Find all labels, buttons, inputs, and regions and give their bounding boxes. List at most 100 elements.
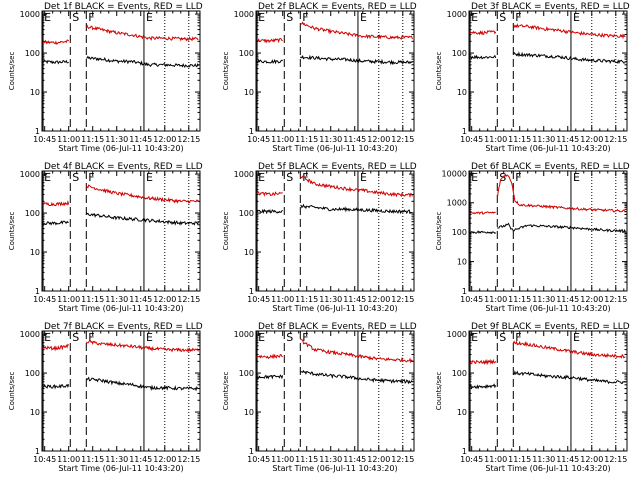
y-tick-label: 10 <box>457 258 467 267</box>
marker-label: S <box>72 11 79 24</box>
series-line-lld <box>469 358 497 366</box>
panel-title: Det 8f BLACK = Events, RED = LLD <box>258 322 417 332</box>
marker-label: F <box>515 331 521 344</box>
y-tick-label: 1 <box>462 127 467 136</box>
x-tick-label: 12:15 <box>177 135 200 144</box>
marker-label: E <box>44 331 51 344</box>
y-tick-label: 10 <box>244 408 254 417</box>
series-line-events <box>468 383 497 390</box>
x-tick-label: 12:00 <box>153 135 176 144</box>
series-line-events <box>512 51 626 65</box>
series-line-lld <box>299 338 413 364</box>
series-line-lld <box>512 340 626 359</box>
series-line-events <box>255 208 283 215</box>
marker-label: E <box>471 171 478 184</box>
marker-label: E <box>471 11 478 24</box>
series-line-lld <box>300 175 413 199</box>
marker-label: S <box>499 331 506 344</box>
marker-label: F <box>515 171 521 184</box>
marker-label: E <box>573 331 580 344</box>
panel-title: Det 7f BLACK = Events, RED = LLD <box>44 322 203 332</box>
y-tick-label: 1000 <box>447 330 467 339</box>
series-line-lld <box>300 21 413 40</box>
plot-frame <box>41 330 201 452</box>
x-tick-label: 11:00 <box>484 455 507 464</box>
x-tick-label: 12:00 <box>580 135 603 144</box>
marker-label: E <box>471 331 478 344</box>
y-axis-label: Counts/sec <box>8 212 16 251</box>
marker-label: E <box>573 171 580 184</box>
x-tick-label: 11:00 <box>57 135 80 144</box>
panel-title: Det 3f BLACK = Events, RED = LLD <box>471 2 630 12</box>
y-tick-label: 10 <box>244 248 254 257</box>
series-line-events <box>41 383 70 390</box>
marker-label: E <box>360 171 367 184</box>
series-line-lld <box>469 211 496 215</box>
series-line-lld <box>496 173 626 213</box>
x-tick-label: 11:45 <box>343 295 366 304</box>
y-tick-label: 1 <box>462 287 467 296</box>
marker-label: F <box>88 11 94 24</box>
x-tick-label: 11:45 <box>129 295 152 304</box>
x-tick-label: 11:15 <box>81 455 104 464</box>
x-tick-label: 12:00 <box>367 455 390 464</box>
x-axis-label: Start Time (06-Jul-11 10:43:20) <box>58 464 183 473</box>
marker-label: E <box>44 171 51 184</box>
y-axis-label: Counts/sec <box>222 52 230 91</box>
y-tick-label: 10 <box>30 408 40 417</box>
y-tick-label: 10 <box>457 88 467 97</box>
series-line-events <box>85 212 199 226</box>
x-tick-label: 10:45 <box>33 455 56 464</box>
plot-frame <box>468 330 628 452</box>
series-line-events <box>41 220 69 226</box>
x-tick-label: 11:15 <box>295 455 318 464</box>
series-line-events <box>85 376 199 392</box>
y-tick-label: 10 <box>30 88 40 97</box>
x-axis-label: Start Time (06-Jul-11 10:43:20) <box>272 304 397 313</box>
y-tick-label: 100 <box>25 209 40 218</box>
x-tick-label: 10:45 <box>33 295 56 304</box>
x-tick-label: 11:45 <box>129 455 152 464</box>
x-tick-label: 12:15 <box>391 295 414 304</box>
y-tick-label: 100 <box>25 369 40 378</box>
panel-title: Det 5f BLACK = Events, RED = LLD <box>258 162 417 172</box>
y-axis-label: Counts/sec <box>435 52 443 91</box>
x-tick-label: 11:00 <box>57 295 80 304</box>
y-tick-label: 1000 <box>20 330 40 339</box>
y-tick-label: 10 <box>30 248 40 257</box>
y-axis-label: Counts/sec <box>222 212 230 251</box>
series-line-lld <box>85 184 199 204</box>
y-tick-label: 1 <box>462 447 467 456</box>
series-line-events <box>299 54 413 66</box>
marker-label: E <box>573 11 580 24</box>
y-tick-label: 100 <box>239 369 254 378</box>
series-line-lld <box>85 24 199 42</box>
x-tick-label: 11:30 <box>532 135 555 144</box>
x-axis-label: Start Time (06-Jul-11 10:43:20) <box>485 304 610 313</box>
x-axis-label: Start Time (06-Jul-11 10:43:20) <box>272 144 397 153</box>
x-tick-label: 11:45 <box>129 135 152 144</box>
marker-label: S <box>72 171 79 184</box>
series-line-lld <box>85 340 199 353</box>
x-tick-label: 11:45 <box>556 455 579 464</box>
x-tick-label: 12:00 <box>580 455 603 464</box>
y-tick-label: 10 <box>244 88 254 97</box>
y-axis-label: Counts/sec <box>435 212 443 251</box>
y-axis-label: Counts/sec <box>435 372 443 411</box>
x-tick-label: 10:45 <box>247 455 270 464</box>
x-tick-label: 11:00 <box>271 455 294 464</box>
x-tick-label: 11:15 <box>295 135 318 144</box>
x-tick-label: 11:45 <box>343 135 366 144</box>
x-tick-label: 11:30 <box>319 295 342 304</box>
y-tick-label: 100 <box>452 228 467 237</box>
panel-title: Det 6f BLACK = Events, RED = LLD <box>471 162 630 172</box>
x-tick-label: 12:00 <box>367 295 390 304</box>
x-tick-label: 12:15 <box>604 295 627 304</box>
series-line-events <box>41 59 69 65</box>
y-tick-label: 1000 <box>20 10 40 19</box>
